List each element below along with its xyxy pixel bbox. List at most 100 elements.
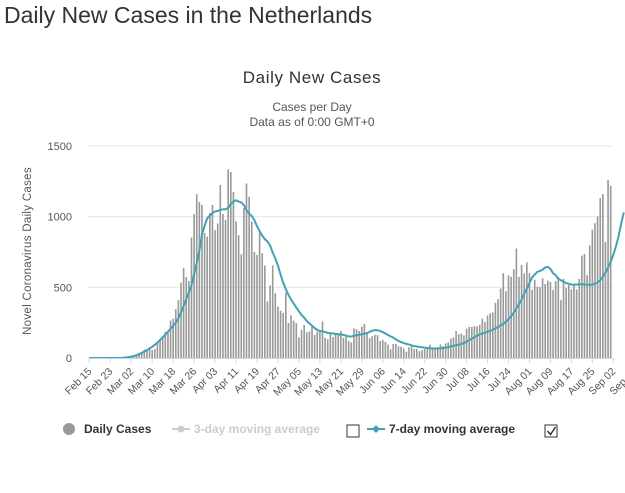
bar-daily-cases[interactable] — [392, 344, 395, 358]
bar-daily-cases[interactable] — [502, 273, 505, 358]
bar-daily-cases[interactable] — [557, 276, 560, 358]
bar-daily-cases[interactable] — [387, 344, 389, 358]
bar-daily-cases[interactable] — [148, 347, 151, 358]
bar-daily-cases[interactable] — [468, 326, 471, 358]
bar-daily-cases[interactable] — [539, 287, 541, 358]
bar-daily-cases[interactable] — [214, 230, 216, 358]
bar-daily-cases[interactable] — [271, 265, 274, 358]
bar-daily-cases[interactable] — [190, 237, 193, 358]
bar-daily-cases[interactable] — [465, 328, 468, 358]
bar-daily-cases[interactable] — [460, 333, 463, 358]
bar-daily-cases[interactable] — [450, 338, 452, 358]
bar-daily-cases[interactable] — [256, 254, 258, 358]
bar-daily-cases[interactable] — [499, 288, 502, 358]
bar-daily-cases[interactable] — [159, 340, 161, 358]
bar-daily-cases[interactable] — [489, 313, 491, 358]
bar-daily-cases[interactable] — [560, 300, 562, 358]
bar-daily-cases[interactable] — [227, 169, 229, 358]
legend-item-7day-average[interactable]: 7-day moving average — [367, 422, 515, 436]
bar-daily-cases[interactable] — [363, 323, 366, 358]
bar-daily-cases[interactable] — [311, 326, 313, 358]
bar-daily-cases[interactable] — [439, 344, 442, 358]
legend-item-3day-average[interactable]: 3-day moving average — [172, 422, 320, 436]
bar-daily-cases[interactable] — [313, 334, 316, 358]
bar-daily-cases[interactable] — [237, 235, 240, 358]
bar-daily-cases[interactable] — [395, 343, 397, 358]
bar-daily-cases[interactable] — [264, 265, 266, 358]
bar-daily-cases[interactable] — [379, 341, 381, 358]
bar-daily-cases[interactable] — [523, 273, 526, 358]
bar-daily-cases[interactable] — [300, 329, 303, 358]
bar-daily-cases[interactable] — [182, 267, 185, 358]
bar-daily-cases[interactable] — [444, 343, 447, 358]
bar-daily-cases[interactable] — [203, 233, 206, 358]
bar-daily-cases[interactable] — [243, 208, 245, 358]
bar-daily-cases[interactable] — [384, 341, 387, 358]
bar-daily-cases[interactable] — [140, 351, 143, 358]
bar-daily-cases[interactable] — [164, 331, 167, 358]
bar-daily-cases[interactable] — [541, 278, 544, 358]
bar-daily-cases[interactable] — [172, 318, 174, 358]
bar-daily-cases[interactable] — [250, 221, 253, 358]
bar-daily-cases[interactable] — [308, 331, 311, 358]
bar-daily-cases[interactable] — [436, 346, 439, 358]
bar-daily-cases[interactable] — [274, 293, 277, 358]
bar-daily-cases[interactable] — [547, 280, 549, 358]
bar-daily-cases[interactable] — [143, 349, 146, 358]
bar-daily-cases[interactable] — [442, 346, 444, 358]
bar-daily-cases[interactable] — [316, 331, 319, 358]
checkbox-7day-average[interactable] — [544, 424, 558, 438]
bar-daily-cases[interactable] — [518, 277, 520, 358]
bar-daily-cases[interactable] — [185, 277, 188, 358]
bar-daily-cases[interactable] — [360, 326, 363, 358]
bar-daily-cases[interactable] — [565, 287, 567, 358]
bar-daily-cases[interactable] — [586, 275, 588, 358]
bar-daily-cases[interactable] — [138, 352, 140, 358]
bar-daily-cases[interactable] — [481, 318, 484, 358]
bar-daily-cases[interactable] — [248, 196, 250, 358]
bar-daily-cases[interactable] — [321, 321, 324, 358]
bar-daily-cases[interactable] — [347, 341, 350, 358]
bar-daily-cases[interactable] — [329, 334, 332, 358]
bar-daily-cases[interactable] — [253, 252, 256, 358]
bar-daily-cases[interactable] — [211, 204, 214, 358]
bar-daily-cases[interactable] — [342, 337, 345, 358]
bar-daily-cases[interactable] — [305, 332, 308, 358]
bar-daily-cases[interactable] — [334, 333, 337, 358]
bar-daily-cases[interactable] — [583, 253, 586, 358]
bar-daily-cases[interactable] — [332, 337, 334, 358]
bar-daily-cases[interactable] — [235, 221, 237, 358]
bar-daily-cases[interactable] — [154, 349, 156, 358]
bar-daily-cases[interactable] — [457, 334, 460, 358]
bar-daily-cases[interactable] — [345, 336, 347, 358]
bar-daily-cases[interactable] — [494, 302, 497, 358]
bar-daily-cases[interactable] — [279, 310, 282, 358]
bar-daily-cases[interactable] — [358, 331, 360, 358]
bar-daily-cases[interactable] — [431, 347, 434, 358]
bar-daily-cases[interactable] — [463, 335, 465, 358]
bar-daily-cases[interactable] — [295, 323, 298, 358]
bar-daily-cases[interactable] — [410, 346, 413, 358]
bar-daily-cases[interactable] — [326, 339, 329, 358]
bar-daily-cases[interactable] — [195, 194, 198, 358]
bar-daily-cases[interactable] — [240, 254, 243, 358]
bar-daily-cases[interactable] — [591, 229, 594, 358]
bar-daily-cases[interactable] — [381, 339, 384, 358]
bar-daily-cases[interactable] — [549, 281, 552, 358]
bar-daily-cases[interactable] — [285, 292, 287, 358]
bar-daily-cases[interactable] — [573, 284, 575, 358]
bar-daily-cases[interactable] — [180, 282, 182, 358]
bar-daily-cases[interactable] — [423, 348, 426, 358]
bar-daily-cases[interactable] — [552, 289, 554, 358]
bar-daily-cases[interactable] — [277, 306, 279, 358]
bar-daily-cases[interactable] — [567, 285, 570, 358]
bar-daily-cases[interactable] — [400, 346, 402, 358]
bar-daily-cases[interactable] — [261, 253, 264, 358]
bar-daily-cases[interactable] — [368, 338, 371, 358]
bar-daily-cases[interactable] — [201, 204, 203, 358]
bar-daily-cases[interactable] — [418, 351, 421, 358]
bar-daily-cases[interactable] — [319, 331, 321, 358]
bar-daily-cases[interactable] — [452, 337, 455, 358]
bar-daily-cases[interactable] — [528, 273, 531, 358]
checkbox-3day-average[interactable] — [346, 424, 360, 438]
